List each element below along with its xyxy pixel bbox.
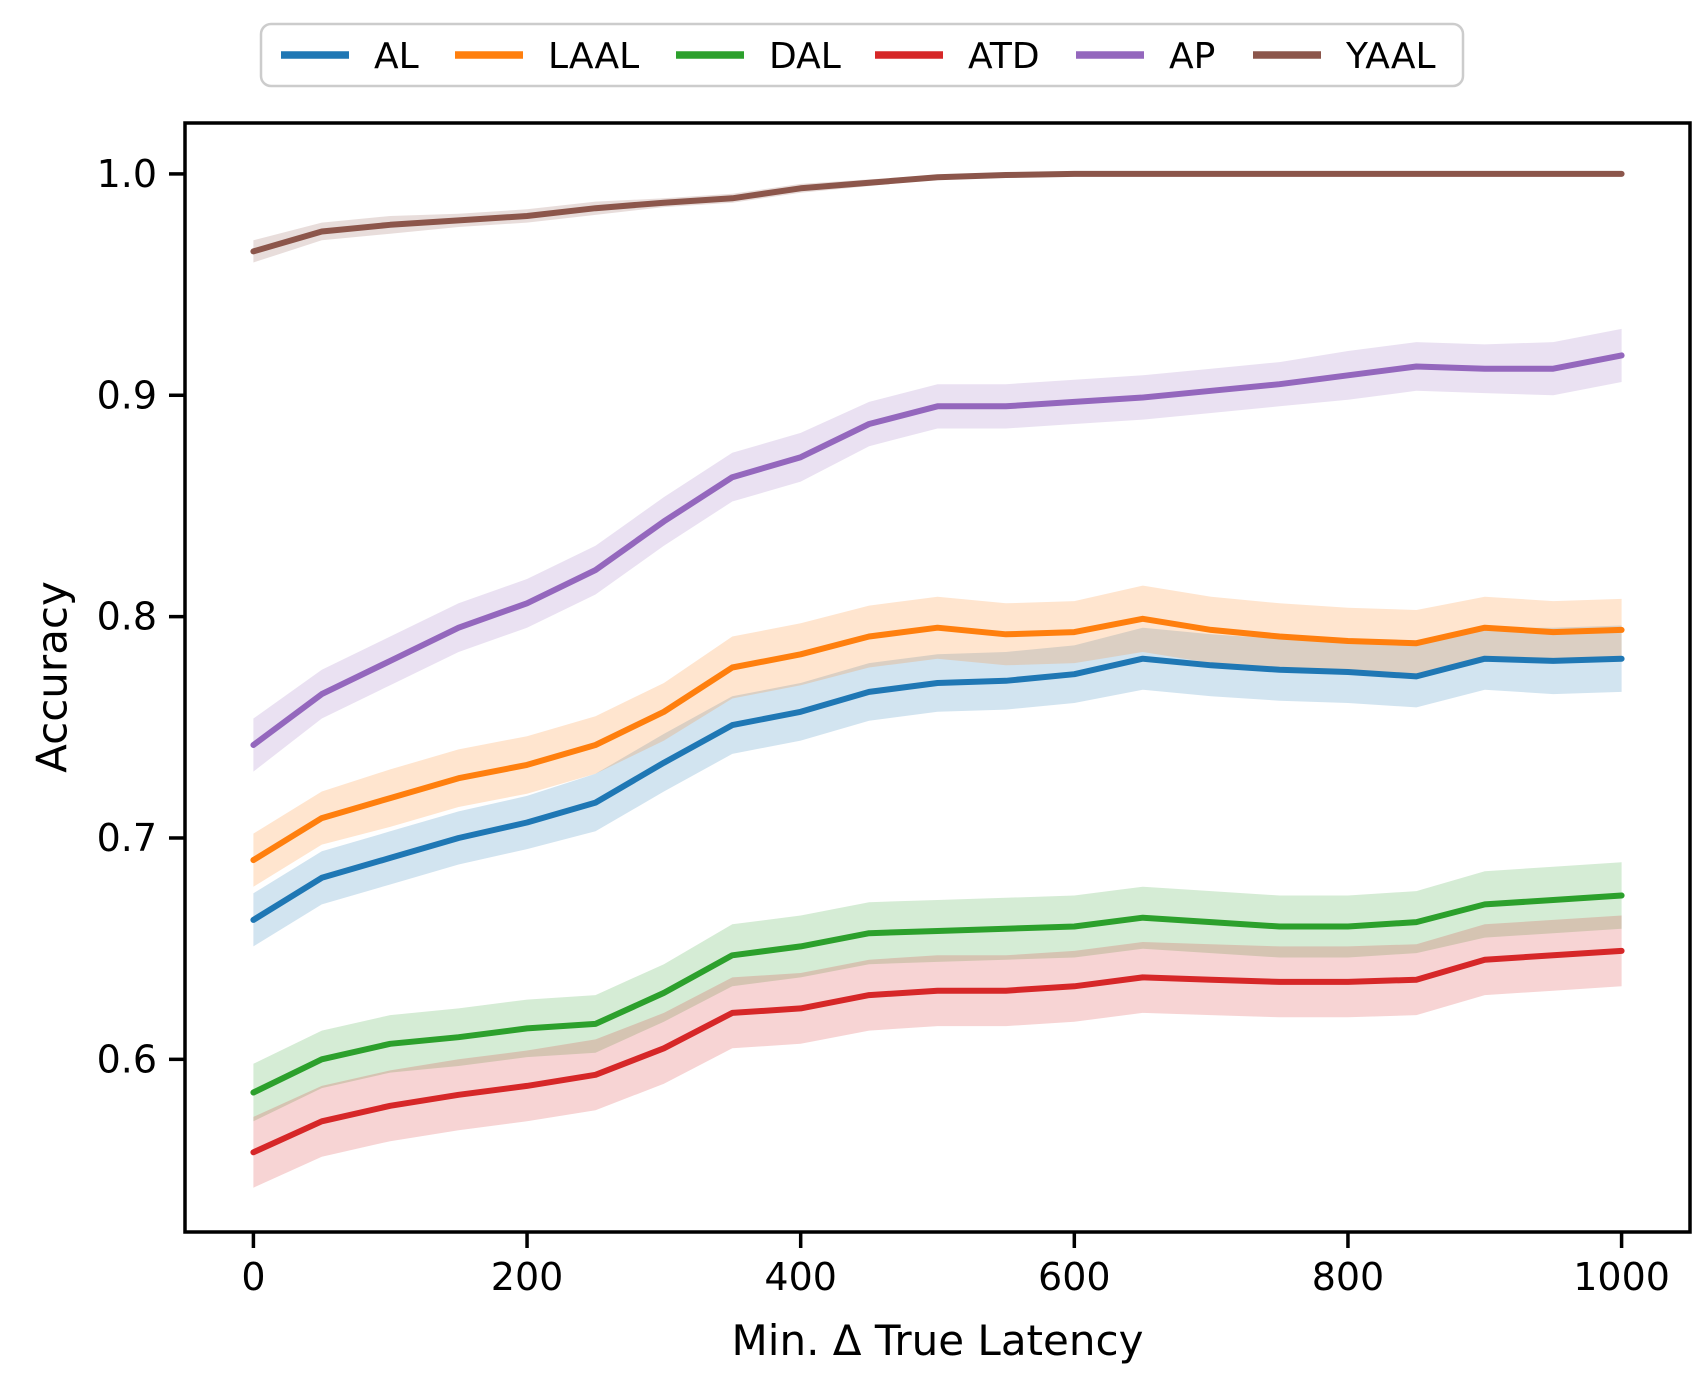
x-axis-label: Min. Δ True Latency bbox=[731, 1316, 1144, 1365]
series-line-ATD bbox=[250, 947, 1625, 1156]
legend-item-ATD: ATD bbox=[875, 36, 1040, 77]
y-axis-label: Accuracy bbox=[27, 581, 77, 773]
legend-label-DAL: DAL bbox=[769, 36, 841, 77]
y-tick-label: 0.9 bbox=[97, 373, 157, 417]
legend-item-AP: AP bbox=[1076, 36, 1215, 77]
x-tick-label: 800 bbox=[1312, 1255, 1385, 1299]
series-line-LAAL bbox=[250, 615, 1625, 864]
series-line-AL bbox=[250, 655, 1625, 923]
x-tick-label: 400 bbox=[764, 1255, 837, 1299]
series-band-AP bbox=[253, 328, 1622, 772]
legend-label-YAAL: YAAL bbox=[1345, 36, 1436, 77]
legend-item-LAAL: LAAL bbox=[455, 36, 639, 77]
legend-label-AP: AP bbox=[1169, 36, 1215, 77]
legend-box bbox=[259, 22, 1465, 88]
y-tick-label: 0.8 bbox=[97, 595, 157, 639]
y-tick-label: 1.0 bbox=[97, 152, 157, 196]
y-tick-label: 0.6 bbox=[97, 1037, 157, 1081]
legend-item-AL: AL bbox=[281, 36, 419, 77]
x-tick-label: 1000 bbox=[1573, 1255, 1670, 1299]
legend-item-YAAL: YAAL bbox=[1253, 36, 1436, 77]
y-tick-label: 0.7 bbox=[97, 816, 157, 860]
legend-label-LAAL: LAAL bbox=[548, 36, 639, 77]
x-tick-label: 200 bbox=[491, 1255, 564, 1299]
legend-item-DAL: DAL bbox=[676, 36, 841, 77]
legend: AL LAAL DAL ATD AP YAAL bbox=[259, 22, 1465, 88]
x-tick-label: 0 bbox=[241, 1255, 265, 1299]
x-tick-label: 600 bbox=[1038, 1255, 1111, 1299]
series-band-YAAL bbox=[253, 171, 1622, 263]
series-line-YAAL bbox=[250, 170, 1625, 255]
legend-label-AL: AL bbox=[374, 36, 419, 77]
series-band-LAAL bbox=[253, 585, 1622, 887]
plot-frame bbox=[183, 121, 1692, 1234]
legend-label-ATD: ATD bbox=[968, 36, 1040, 77]
series-line-DAL bbox=[250, 892, 1625, 1096]
series-line-AP bbox=[250, 352, 1625, 748]
